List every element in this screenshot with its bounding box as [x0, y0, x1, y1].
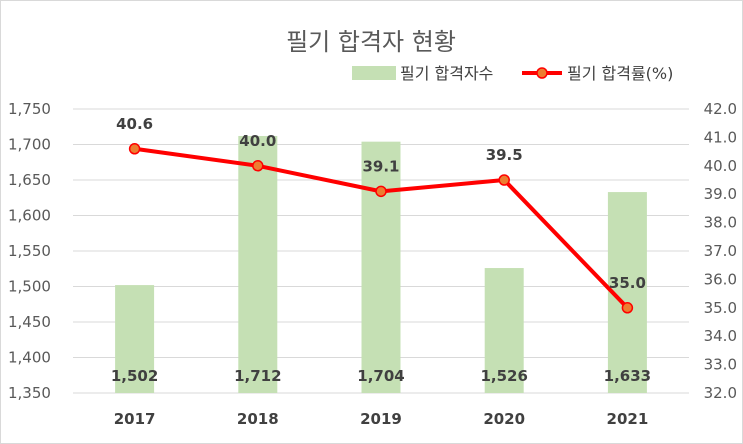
chart-title: 필기 합격자 현황 [286, 28, 456, 56]
left-tick-label: 1,750 [8, 100, 51, 118]
right-tick-label: 32.0 [704, 384, 737, 402]
line-value-label: 35.0 [609, 274, 646, 292]
line-point [252, 160, 264, 172]
right-tick-label: 37.0 [704, 242, 737, 260]
right-tick-label: 42.0 [704, 100, 737, 118]
bar-value-label: 1,712 [234, 367, 281, 385]
left-axis-ticks: 1,350 1,400 1,450 1,500 1,550 1,600 1,650 1,700… [8, 100, 51, 402]
x-tick-label: 2017 [114, 410, 156, 428]
right-tick-label: 36.0 [704, 270, 737, 288]
legend-line-marker [536, 67, 548, 79]
x-tick-label: 2019 [360, 410, 402, 428]
line-series [128, 143, 634, 314]
line-point [498, 174, 510, 186]
line-point [375, 185, 387, 198]
right-tick-label: 35.0 [704, 299, 737, 317]
bar-data-labels: 1,502 1,712 1,704 1,526 1,633 [111, 367, 651, 385]
left-tick-label: 1,400 [8, 349, 51, 367]
right-tick-label: 34.0 [704, 327, 737, 345]
right-tick-label: 41.0 [704, 128, 737, 146]
line-value-label: 40.0 [239, 132, 276, 150]
legend-line-label: 필기 합격률(%) [567, 64, 673, 83]
right-tick-label: 38.0 [704, 214, 737, 232]
left-tick-label: 1,350 [8, 384, 51, 402]
right-tick-label: 39.0 [704, 185, 737, 203]
left-tick-label: 1,450 [8, 313, 51, 331]
bar-value-label: 1,502 [111, 367, 158, 385]
left-tick-label: 1,650 [8, 171, 51, 189]
bar [115, 285, 155, 393]
right-tick-label: 33.0 [704, 356, 737, 374]
right-axis-ticks: 32.0 33.0 34.0 35.0 36.0 37.0 38.0 39.0 40.0 41.0… [704, 100, 737, 402]
x-tick-label: 2020 [483, 410, 525, 428]
bar [238, 135, 278, 394]
bar [361, 141, 401, 393]
line-value-label: 40.6 [116, 115, 153, 133]
line-point [128, 143, 141, 155]
x-axis-ticks: 2017 2018 2019 2020 2021 [114, 410, 649, 428]
left-tick-label: 1,600 [8, 207, 51, 225]
right-tick-label: 40.0 [704, 157, 737, 175]
legend-bar-label: 필기 합격자수 [400, 64, 493, 83]
line-value-label: 39.5 [486, 146, 523, 164]
bar-value-label: 1,526 [480, 367, 527, 385]
line-point [621, 302, 634, 314]
bar [484, 268, 524, 393]
legend: 필기 합격자수 필기 합격률(%) [352, 64, 673, 83]
x-tick-label: 2021 [607, 410, 649, 428]
bar-value-label: 1,704 [357, 367, 404, 385]
line-data-labels: 40.6 40.0 39.1 39.5 35.0 [116, 115, 646, 292]
line-value-label: 39.1 [362, 157, 399, 175]
left-tick-label: 1,500 [8, 278, 51, 296]
x-tick-label: 2018 [237, 410, 279, 428]
left-tick-label: 1,700 [8, 136, 51, 154]
bar-value-label: 1,633 [604, 367, 651, 385]
left-tick-label: 1,550 [8, 242, 51, 260]
bar-series [115, 135, 647, 394]
legend-bar-swatch [352, 66, 396, 80]
